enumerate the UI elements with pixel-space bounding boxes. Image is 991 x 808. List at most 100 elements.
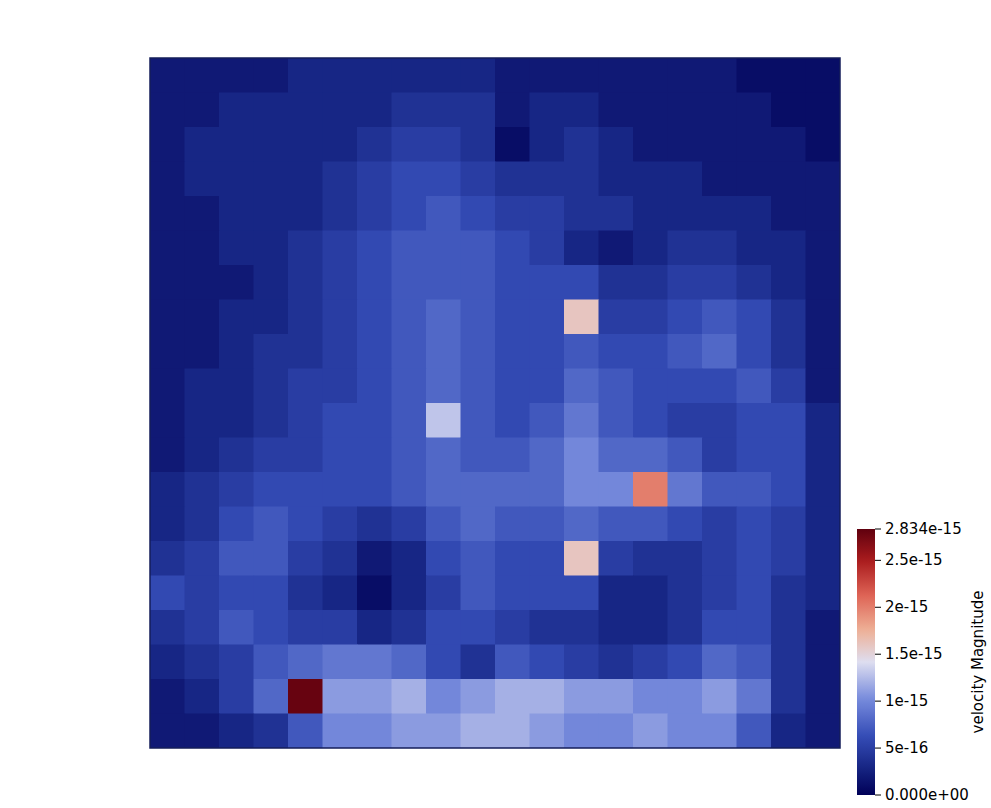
heatmap-cell bbox=[461, 300, 496, 335]
heatmap-cell bbox=[495, 196, 530, 231]
colorbar-tick bbox=[875, 607, 881, 608]
heatmap-cell bbox=[564, 645, 599, 680]
heatmap-cell bbox=[530, 265, 565, 300]
heatmap-cell bbox=[599, 369, 634, 404]
heatmap-cell bbox=[564, 300, 599, 335]
colorbar-tick bbox=[875, 795, 881, 796]
heatmap-cell bbox=[150, 196, 185, 231]
heatmap-cell bbox=[254, 679, 289, 714]
heatmap-cell bbox=[323, 127, 358, 162]
heatmap-cell bbox=[564, 334, 599, 369]
heatmap-cell bbox=[599, 576, 634, 611]
heatmap-cell bbox=[668, 58, 703, 93]
heatmap-cell bbox=[288, 93, 323, 128]
heatmap-cell bbox=[737, 714, 772, 749]
heatmap-cell bbox=[737, 679, 772, 714]
heatmap-cell bbox=[495, 162, 530, 197]
heatmap-cell bbox=[426, 714, 461, 749]
heatmap-cell bbox=[668, 679, 703, 714]
heatmap-cell bbox=[392, 403, 427, 438]
heatmap-cell bbox=[633, 645, 668, 680]
heatmap-cell bbox=[392, 127, 427, 162]
heatmap-cell bbox=[392, 58, 427, 93]
heatmap-cell bbox=[357, 541, 392, 576]
heatmap-cell bbox=[426, 645, 461, 680]
heatmap-cell bbox=[150, 93, 185, 128]
heatmap-cell bbox=[254, 438, 289, 473]
heatmap-cell bbox=[495, 438, 530, 473]
heatmap-cell bbox=[702, 610, 737, 645]
heatmap-cell bbox=[599, 162, 634, 197]
heatmap-cell bbox=[771, 576, 806, 611]
heatmap-cell bbox=[323, 507, 358, 542]
heatmap-cell bbox=[702, 645, 737, 680]
heatmap-cell bbox=[185, 127, 220, 162]
heatmap-cell bbox=[392, 162, 427, 197]
heatmap-cell bbox=[357, 334, 392, 369]
heatmap-cell bbox=[392, 610, 427, 645]
heatmap-cell bbox=[185, 679, 220, 714]
heatmap-cell bbox=[771, 265, 806, 300]
heatmap-cell bbox=[806, 403, 841, 438]
colorbar bbox=[857, 529, 875, 795]
heatmap-cell bbox=[461, 162, 496, 197]
heatmap-cell bbox=[323, 300, 358, 335]
heatmap-cell bbox=[530, 231, 565, 266]
heatmap-cell bbox=[254, 541, 289, 576]
heatmap-cell bbox=[392, 300, 427, 335]
heatmap-cell bbox=[426, 58, 461, 93]
heatmap-cell bbox=[668, 300, 703, 335]
colorbar-tick-label: 2.834e-15 bbox=[885, 520, 962, 538]
heatmap-cell bbox=[254, 162, 289, 197]
heatmap-cell bbox=[599, 265, 634, 300]
heatmap-cell bbox=[219, 714, 254, 749]
heatmap-cell bbox=[426, 679, 461, 714]
heatmap-cell bbox=[357, 265, 392, 300]
heatmap-cell bbox=[564, 610, 599, 645]
heatmap-cell bbox=[702, 679, 737, 714]
heatmap-cell bbox=[254, 231, 289, 266]
heatmap-cell bbox=[702, 403, 737, 438]
heatmap-cell bbox=[495, 610, 530, 645]
heatmap-cell bbox=[737, 541, 772, 576]
heatmap-cell bbox=[495, 403, 530, 438]
heatmap-cell bbox=[185, 231, 220, 266]
heatmap-cell bbox=[288, 265, 323, 300]
heatmap-cell bbox=[806, 334, 841, 369]
heatmap-cell bbox=[426, 403, 461, 438]
heatmap-cell bbox=[806, 438, 841, 473]
heatmap-cell bbox=[392, 714, 427, 749]
heatmap-cell bbox=[633, 679, 668, 714]
heatmap-cell bbox=[737, 93, 772, 128]
heatmap-cell bbox=[426, 438, 461, 473]
colorbar-tick bbox=[875, 701, 881, 702]
heatmap-cell bbox=[357, 58, 392, 93]
heatmap-cell bbox=[288, 645, 323, 680]
colorbar-tick-label: 2e-15 bbox=[885, 598, 928, 616]
heatmap-cell bbox=[737, 438, 772, 473]
heatmap-cell bbox=[668, 576, 703, 611]
heatmap-cell bbox=[392, 369, 427, 404]
heatmap-cell bbox=[288, 541, 323, 576]
heatmap-cell bbox=[323, 93, 358, 128]
heatmap-cell bbox=[495, 127, 530, 162]
heatmap-cell bbox=[392, 679, 427, 714]
heatmap-cell bbox=[771, 196, 806, 231]
heatmap-cell bbox=[150, 645, 185, 680]
heatmap-cell bbox=[702, 369, 737, 404]
heatmap-cell bbox=[564, 714, 599, 749]
heatmap-cell bbox=[530, 369, 565, 404]
heatmap-cell bbox=[564, 472, 599, 507]
heatmap-cell bbox=[530, 679, 565, 714]
heatmap-cell bbox=[254, 127, 289, 162]
heatmap-cell bbox=[357, 231, 392, 266]
heatmap-cell bbox=[254, 369, 289, 404]
heatmap-cell bbox=[564, 369, 599, 404]
plot-frame bbox=[150, 58, 840, 748]
heatmap-cell bbox=[323, 645, 358, 680]
heatmap-cell bbox=[323, 403, 358, 438]
heatmap-cell bbox=[737, 645, 772, 680]
colorbar-tick-label: 1.5e-15 bbox=[885, 645, 943, 663]
heatmap-cell bbox=[185, 58, 220, 93]
heatmap-cell bbox=[564, 576, 599, 611]
